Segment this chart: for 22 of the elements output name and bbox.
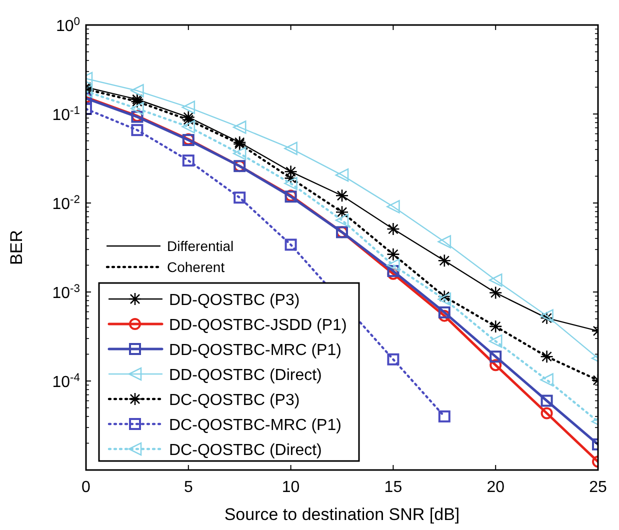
x-tick-label: 15 [384, 479, 402, 496]
legend-label: DC-QOSTBC (P3) [169, 392, 300, 409]
x-axis-title: Source to destination SNR [dB] [224, 505, 460, 524]
y-tick-label: 10$^{0}$ [56, 16, 80, 35]
legend-label: DD-QOSTBC (P3) [169, 292, 300, 309]
legend-label: DD-QOSTBC-JSDD (P1) [169, 317, 347, 334]
annotation: Coherent [167, 259, 225, 275]
legend-label: DC-QOSTBC-MRC (P1) [169, 417, 342, 434]
x-tick-label: 5 [184, 479, 193, 496]
y-tick-label: 10$^{-1}$ [52, 105, 80, 124]
legend-label: DC-QOSTBC (Direct) [169, 442, 322, 459]
y-tick-label: 10$^{-2}$ [52, 194, 80, 213]
x-tick-label: 20 [486, 479, 505, 496]
y-tick-label: 10$^{-4}$ [52, 372, 80, 391]
legend-label: DD-QOSTBC-MRC (P1) [169, 342, 342, 359]
x-tick-label: 10 [282, 479, 300, 496]
x-tick-label: 0 [82, 479, 91, 496]
y-tick-label: 10$^{-3}$ [52, 283, 80, 302]
x-tick-label: 25 [589, 479, 607, 496]
annotation: Differential [167, 238, 234, 254]
legend-label: DD-QOSTBC (Direct) [169, 367, 322, 384]
y-axis-title: BER [7, 230, 26, 265]
